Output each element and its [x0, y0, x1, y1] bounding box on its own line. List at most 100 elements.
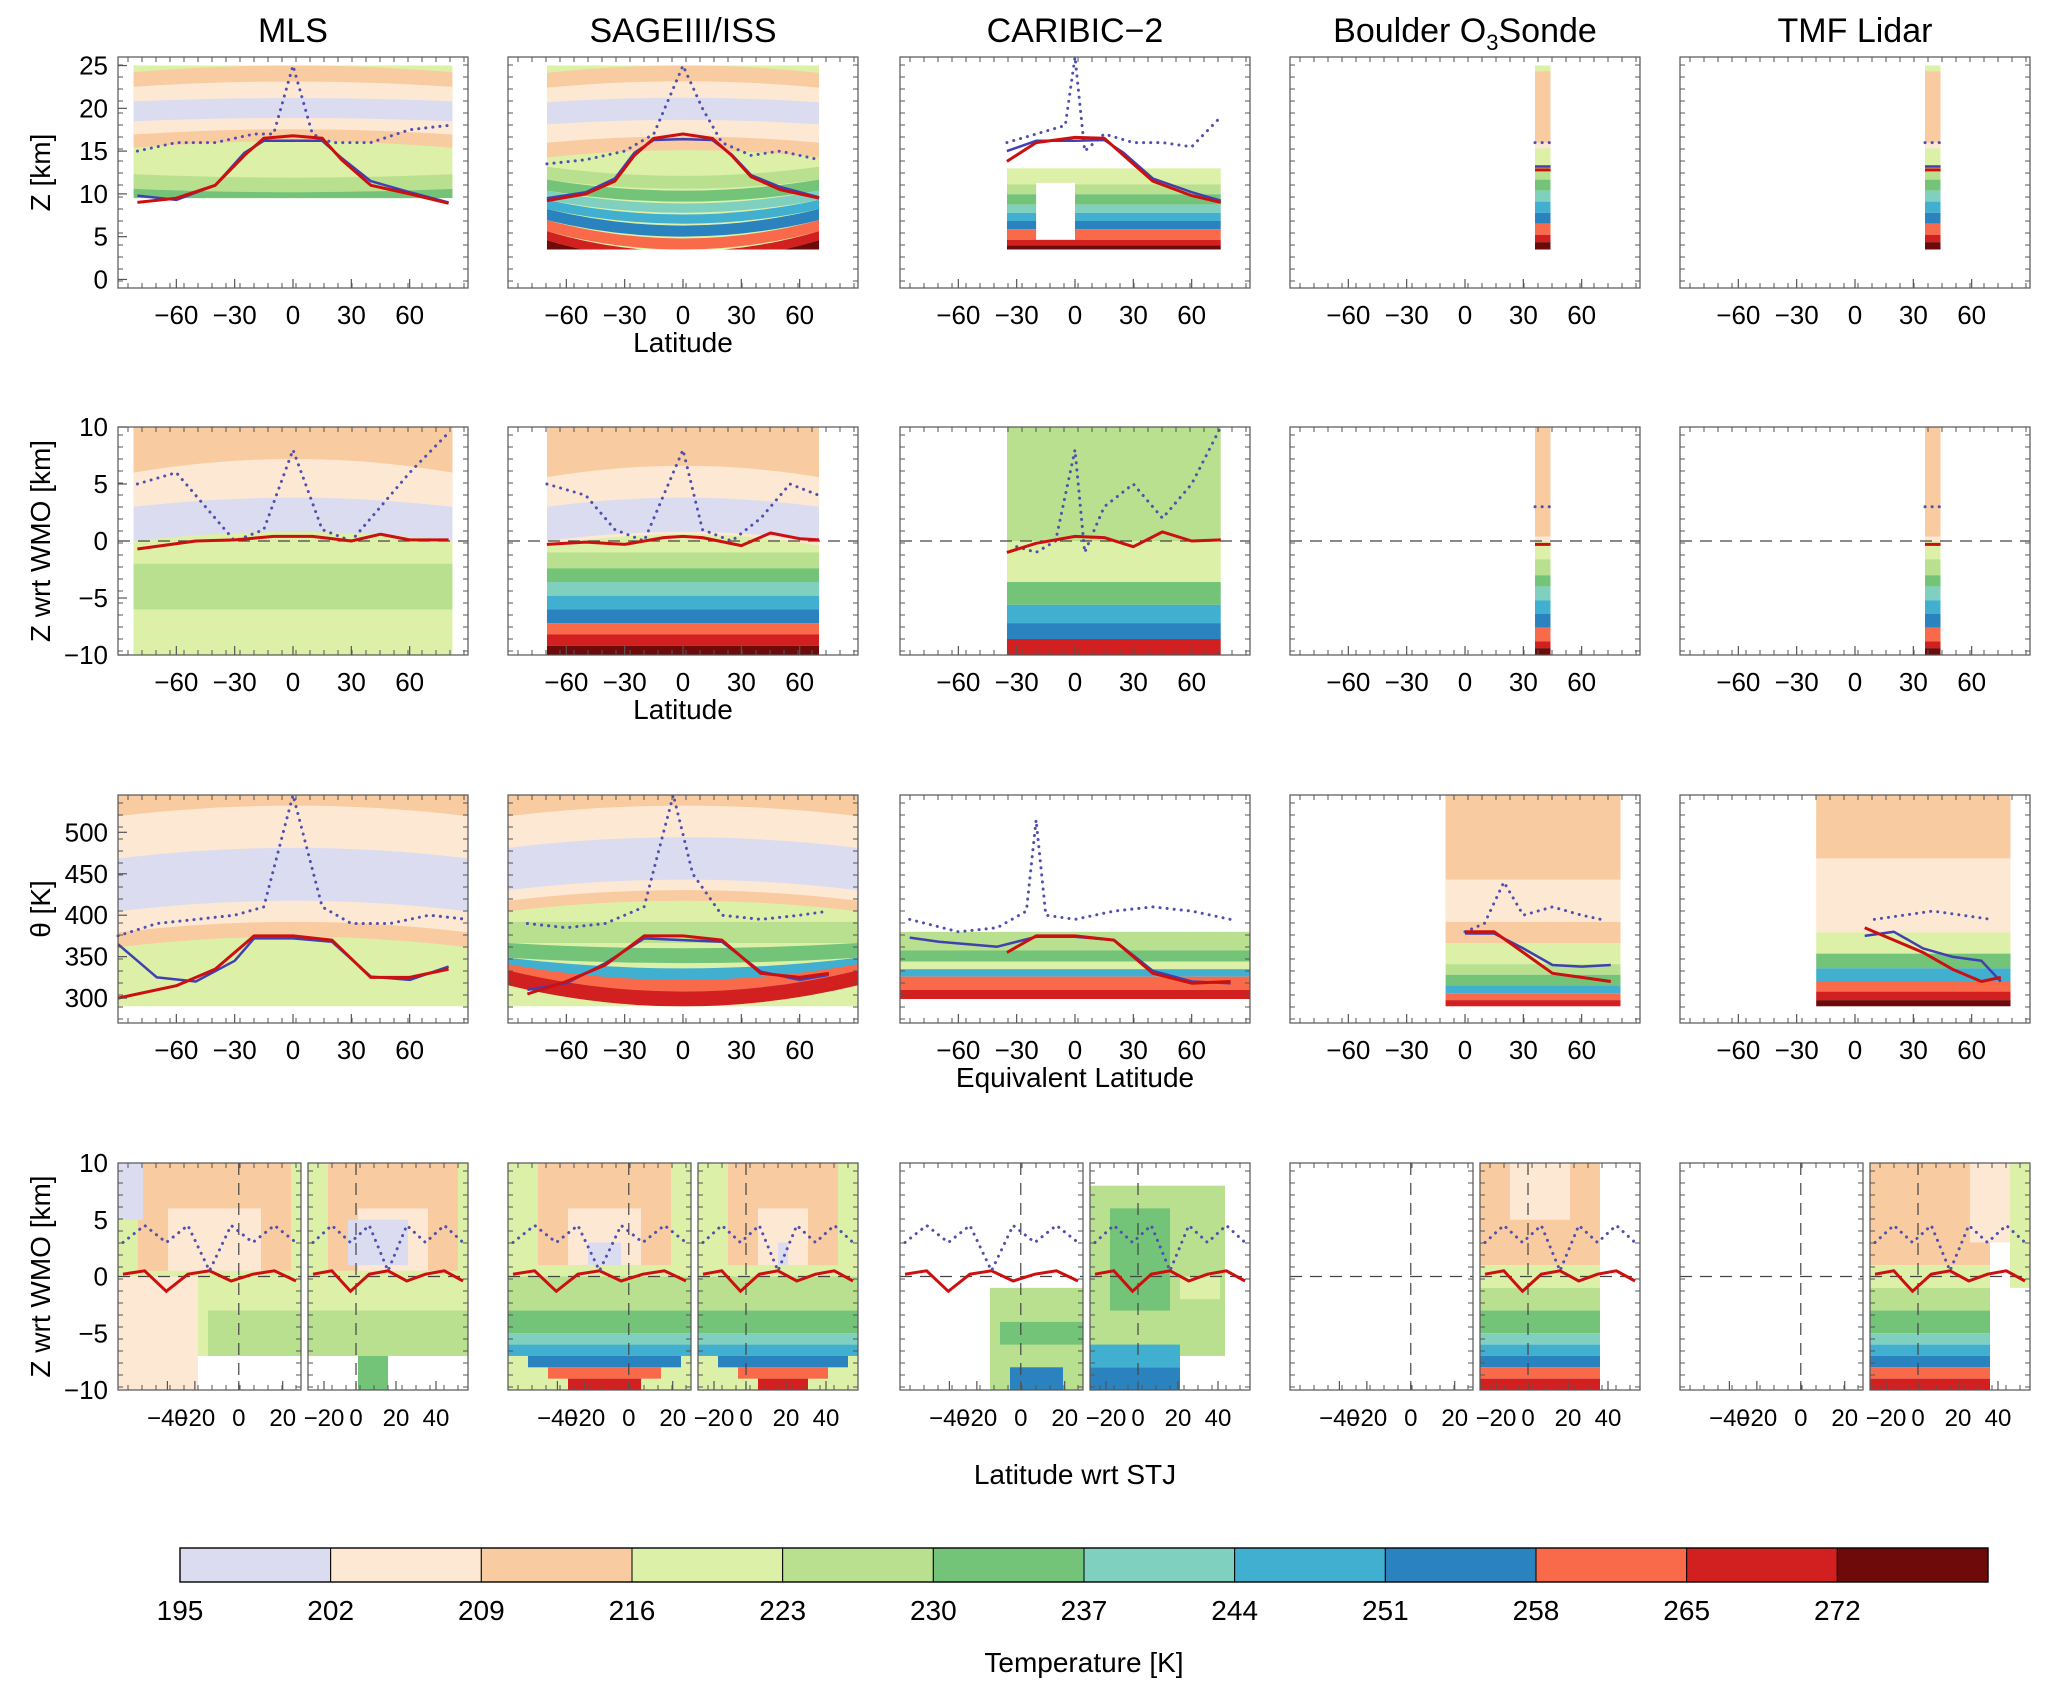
x-tick-label: 60 [1567, 300, 1596, 330]
panel-r1-mls: −60 −30 0 30 60 0 5 10 15 20 25 Z [km] [25, 51, 469, 330]
temperature-band [308, 1310, 468, 1356]
x-tick-label: 30 [1899, 667, 1928, 697]
x-tick-label: 30 [727, 1035, 756, 1065]
y-tick-label: −10 [64, 640, 108, 670]
temperature-band [1535, 559, 1551, 576]
temperature-band [1535, 212, 1551, 224]
x-tick-label: −60 [1716, 1035, 1760, 1065]
panel-r2-caribic2: −60 −30 0 30 60 [899, 425, 1251, 697]
temperature-band [698, 1344, 858, 1356]
temperature-band [546, 582, 820, 596]
panel-frame [117, 1162, 302, 1391]
left-subpanel: −40−20 0 20 [1679, 1162, 1864, 1432]
colorbar-swatch [1083, 1547, 1236, 1583]
tropopause-red-line [137, 532, 449, 551]
temperature-band [1925, 427, 1941, 541]
x-tick-label: 30 [1509, 300, 1538, 330]
panel-r4-sageiiiiss: −40−20 0 20 −20 0 20 40 [507, 1162, 859, 1432]
heatmap-fill [1006, 168, 1221, 250]
left-subpanel: −40−20 0 20 [507, 1162, 692, 1432]
x-tick-label: 30 [727, 667, 756, 697]
temperature-band [546, 199, 820, 224]
temperature-band [900, 961, 1250, 970]
temperature-band [546, 609, 820, 624]
x-tick-label: 0 [1458, 300, 1472, 330]
temperature-band [546, 166, 820, 189]
temperature-band [508, 1310, 691, 1334]
temperature-band [1535, 65, 1551, 72]
temperature-band [508, 1344, 691, 1356]
temperature-band [1006, 245, 1221, 250]
x-tick-label: 20 [1051, 1405, 1078, 1432]
x-tick-label: −60 [154, 667, 198, 697]
temperature-band [1006, 639, 1221, 655]
temperature-band [900, 990, 1250, 999]
temperature-band [1110, 1208, 1170, 1311]
x-tick-label: 20 [659, 1405, 686, 1432]
x-tick-label: 30 [337, 667, 366, 697]
colorbar-tick-label: 230 [910, 1595, 957, 1626]
x-tick-label: −60 [544, 1035, 588, 1065]
temperature-band [698, 1310, 858, 1334]
temperature-band [1006, 540, 1221, 583]
x-tick-label: −60 [936, 1035, 980, 1065]
x-tick-label: 20 [773, 1405, 800, 1432]
x-tick-label: 60 [1177, 300, 1206, 330]
x-tick-label: 0 [1068, 667, 1082, 697]
heatmap-fill [1090, 1185, 1225, 1390]
temperature-band [1925, 559, 1941, 576]
x-axis-label: Latitude wrt STJ [974, 1459, 1176, 1490]
x-tick-label: 60 [1177, 667, 1206, 697]
x-tick-label: 40 [1595, 1405, 1622, 1432]
colorbar-frame [179, 1547, 1989, 1583]
tropopause-red-line [1465, 930, 1612, 983]
dotted-blue-line [903, 1223, 1080, 1275]
temperature-band [1925, 586, 1941, 601]
temperature-band [546, 595, 820, 610]
x-axis-label: Latitude [633, 327, 733, 358]
temperature-band [1816, 1000, 2011, 1007]
x-tick-label: −60 [154, 300, 198, 330]
temperature-band [546, 220, 820, 250]
x-tick-label: 20 [1441, 1405, 1468, 1432]
temperature-band [528, 1355, 681, 1368]
temperature-band [546, 209, 820, 237]
x-tick-label: 0 [1131, 1405, 1144, 1432]
temperature-band [118, 1276, 198, 1390]
dotted-blue-line [545, 64, 821, 166]
x-tick-label: 30 [1899, 300, 1928, 330]
x-tick-label: 20 [1165, 1405, 1192, 1432]
x-tick-label: −30 [1385, 667, 1429, 697]
heatmap-fill [118, 795, 468, 1007]
y-tick-label: 400 [65, 900, 108, 930]
panel-r2-tmflidar: −60 −30 0 30 60 [1679, 426, 2031, 697]
x-tick-label: 60 [1177, 1035, 1206, 1065]
temperature-band [1006, 427, 1221, 542]
temperature-band [1445, 879, 1621, 922]
colorbar-tick-label: 216 [609, 1595, 656, 1626]
right-subpanel: −20 0 20 40 [1086, 1162, 1251, 1432]
temperature-band [118, 847, 468, 912]
y-axis-label: Z [km] [25, 134, 56, 212]
temperature-band [1535, 234, 1551, 243]
x-tick-label: −20 [694, 1405, 735, 1432]
x-tick-label: −60 [1716, 667, 1760, 697]
temperature-band [1006, 168, 1221, 185]
x-axis-label: Equivalent Latitude [956, 1062, 1194, 1093]
temperature-band [1816, 795, 2011, 859]
x-tick-label: 30 [337, 1035, 366, 1065]
dotted-blue-line [135, 431, 451, 543]
temperature-band [508, 837, 858, 891]
right-subpanel: −20 0 20 40 [694, 1162, 859, 1432]
temperature-band [1925, 212, 1941, 224]
colorbar-swatch [631, 1547, 784, 1583]
x-tick-label: 60 [785, 300, 814, 330]
x-tick-label: −30 [603, 667, 647, 697]
temperature-band [1000, 1321, 1083, 1345]
temperature-band [1870, 1310, 1990, 1334]
heatmap-fill [546, 427, 820, 655]
x-tick-label: 0 [1404, 1405, 1417, 1432]
tropopause-red-line [1864, 926, 2002, 983]
temperature-band [168, 1208, 261, 1271]
x-tick-label: −60 [544, 667, 588, 697]
